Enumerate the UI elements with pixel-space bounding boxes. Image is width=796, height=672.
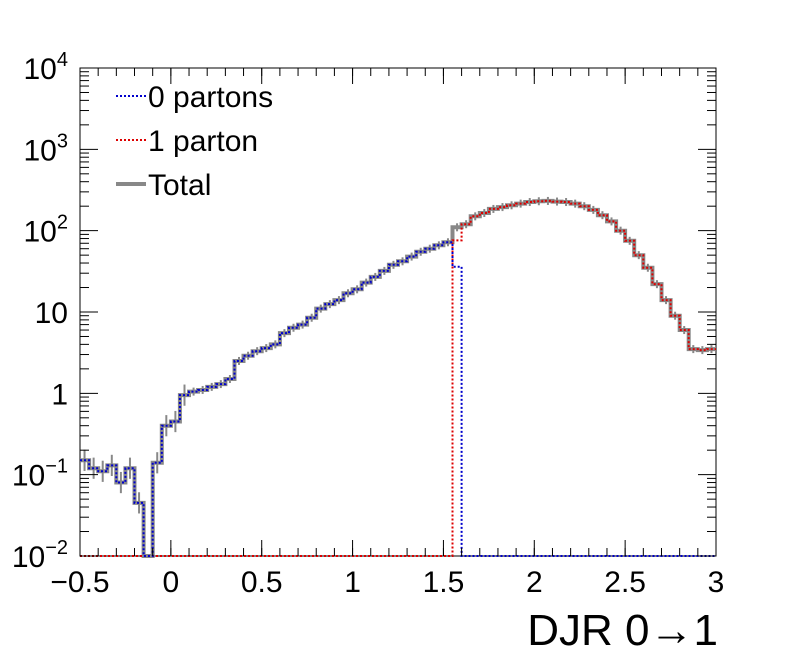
series-total-line [80,198,716,558]
y-tick-label: 10−2 [12,537,68,574]
y-tick-label: 103 [24,130,69,167]
y-tick-label: 102 [24,212,69,249]
series-0-partons-line [80,241,716,557]
y-tick-label: 1 [51,378,68,411]
axes-layer: −0.5 0 0.5 1 1.5 2 2.5 3 10−2 10−1 1 10 102 103 104 [12,49,725,599]
series-layer [80,196,716,558]
legend-label: 0 partons [148,81,273,114]
legend: 0 partons 1 parton Total [116,81,273,202]
x-tick-label: 0 [163,566,180,599]
y-tick-label: 104 [24,49,69,86]
legend-label: 1 parton [148,125,258,158]
x-tick-label: 0.5 [241,566,283,599]
x-tick-label: 2.5 [604,566,646,599]
x-tick-label: 1.5 [423,566,465,599]
series-1-parton-line [80,199,716,557]
x-tick-label: 2 [526,566,543,599]
x-tick-label: 3 [708,566,725,599]
y-tick-label: 10 [35,297,68,330]
y-tick-label: 10−1 [12,456,68,493]
x-axis-label: DJR 0→1 [527,606,718,655]
x-tick-label: 1 [344,566,361,599]
x-tick-label: −0.5 [50,566,109,599]
legend-label: Total [148,169,211,202]
